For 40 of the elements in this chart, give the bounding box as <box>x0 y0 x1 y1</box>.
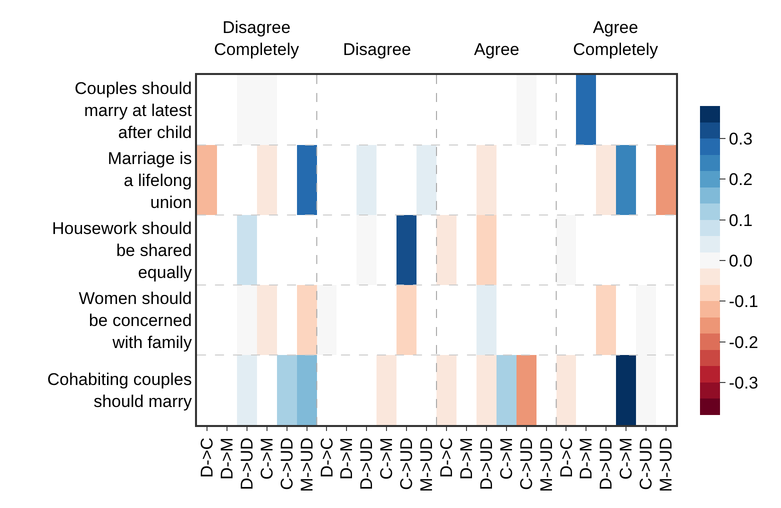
color-bar-label: -0.3 <box>728 373 758 392</box>
x-tick-label: C->UD <box>636 438 656 490</box>
x-tick-label: C->M <box>496 438 516 480</box>
text: Agree <box>474 40 520 59</box>
y-tick-label: Couples should marry at latest after child <box>74 78 192 142</box>
x-tick-label: D->M <box>337 438 356 480</box>
x-tick-label: D->M <box>456 438 476 480</box>
color-bar-label: 0.0 <box>728 251 753 270</box>
color-bar-label: -0.1 <box>728 292 758 312</box>
x-tick-label: D->M <box>576 438 596 480</box>
color-bar-label: 0.1 <box>728 210 753 230</box>
x-tick-label: D->C <box>437 438 456 478</box>
y-tick-label: Housework should be shared equally <box>52 218 192 282</box>
x-tick-label: D->M <box>217 438 236 480</box>
x-tick-label: C->M <box>377 438 396 480</box>
x-tick-label: D->C <box>556 438 576 478</box>
x-tick-label: C->UD <box>277 438 296 490</box>
text: Disagree Completely <box>214 18 300 60</box>
x-tick-label: D->UD <box>237 438 256 490</box>
y-tick-label: Marriage is a lifelong union <box>108 148 192 212</box>
x-tick-label: D->C <box>317 438 336 478</box>
x-tick-label: M->UD <box>536 438 556 492</box>
x-tick-label: D->UD <box>357 438 376 490</box>
color-bar-label: -0.2 <box>728 332 758 352</box>
x-tick-label: M->UD <box>417 438 436 492</box>
x-tick-label: M->UD <box>297 438 316 492</box>
x-tick-label: D->UD <box>596 438 616 490</box>
color-bar-label: 0.2 <box>728 170 753 190</box>
x-tick-label: D->C <box>198 438 217 478</box>
text: Agree Completely <box>573 18 659 60</box>
x-tick-label: C->M <box>257 438 276 480</box>
y-tick-label: Cohabiting couples should marry <box>47 370 192 411</box>
x-tick-label: D->UD <box>476 438 496 490</box>
color-bar-label: 0.3 <box>728 129 753 148</box>
x-tick-label: C->UD <box>397 438 416 490</box>
x-tick-label: M->UD <box>656 438 676 492</box>
y-tick-label: Women should be concerned with family <box>78 288 192 352</box>
text: Disagree <box>343 40 412 59</box>
x-tick-label: C->M <box>616 438 636 480</box>
x-tick-label: C->UD <box>516 438 536 490</box>
